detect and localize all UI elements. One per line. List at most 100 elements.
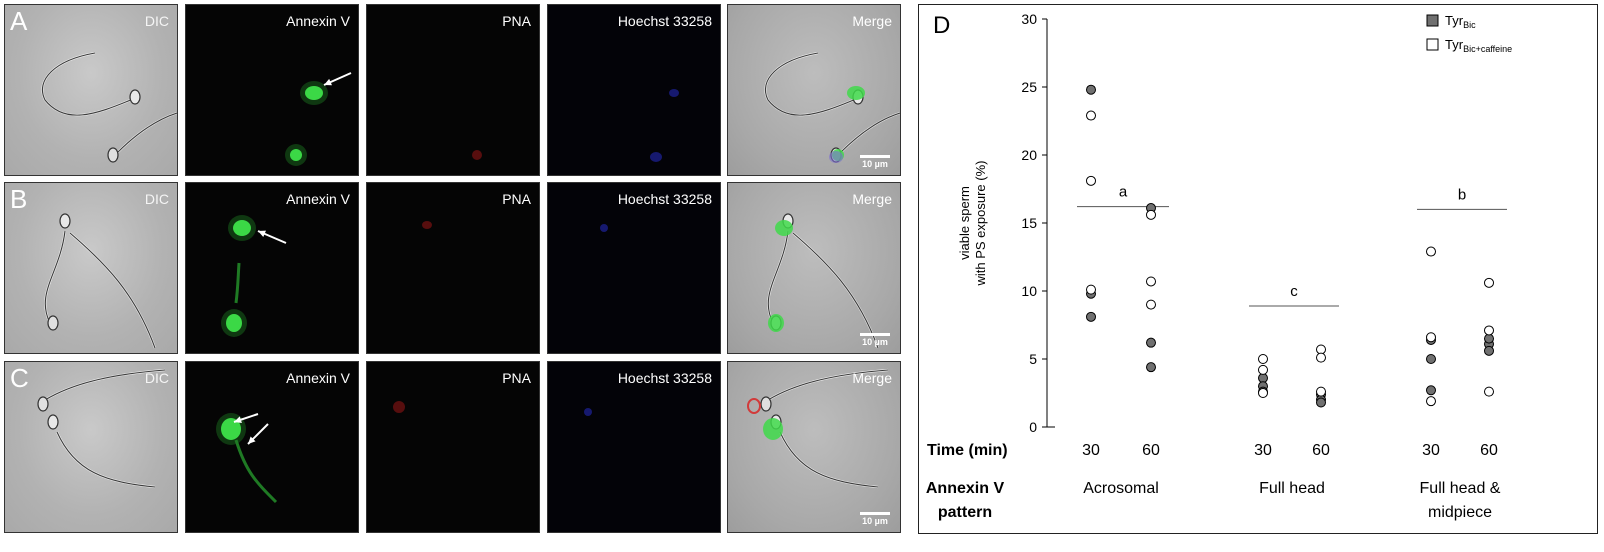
- micrograph-a-channel-1: DIC: [4, 4, 178, 176]
- y-tick-label: 25: [1021, 79, 1037, 95]
- channel-label: Annexin V: [286, 191, 350, 207]
- annexin-midpiece: [234, 439, 278, 504]
- hoechst-signal: [669, 89, 679, 97]
- micrograph-c-channel-4: Hoechst 33258: [547, 361, 721, 533]
- channel-label: Merge: [852, 13, 892, 29]
- channel-label: Hoechst 33258: [617, 13, 712, 29]
- data-point: [1426, 332, 1436, 343]
- sperm-tail: [116, 112, 177, 154]
- data-point: [1426, 385, 1436, 396]
- micrograph-image: [41, 51, 177, 163]
- micrograph-image: [422, 221, 432, 229]
- legend-entry-base: Tyr: [1445, 13, 1464, 28]
- y-tick-label: 10: [1021, 283, 1037, 299]
- sperm-tail: [41, 52, 134, 116]
- sperm-tail-highlight: [792, 232, 880, 349]
- sperm-tail: [44, 369, 166, 401]
- micrograph-image: [650, 89, 679, 162]
- y-tick-label: 30: [1021, 11, 1037, 27]
- y-axis-label-line: viable sperm: [957, 186, 972, 260]
- data-point: [1086, 311, 1096, 322]
- channel-label: DIC: [144, 13, 169, 29]
- micrograph-image: [37, 368, 166, 489]
- micrograph-a-channel-2: Annexin V: [185, 4, 359, 176]
- annexin-midpiece: [234, 262, 241, 304]
- channel-label: Hoechst 33258: [617, 370, 712, 386]
- time-tick-label: 30: [1254, 442, 1272, 459]
- micrograph-b-channel-5: Merge 10 µm: [727, 182, 901, 354]
- data-point: [1146, 276, 1156, 287]
- time-tick-label: 60: [1142, 442, 1160, 459]
- micrograph-a-channel-5: Merge 10 µm: [727, 4, 901, 176]
- channel-label: Annexin V: [286, 370, 350, 386]
- time-row-label: Time (min): [927, 442, 1008, 459]
- sperm-tail: [44, 230, 66, 324]
- panel-letter-a: A: [10, 6, 28, 36]
- sperm-head-outline: [47, 414, 59, 430]
- time-tick-label: 60: [1312, 442, 1330, 459]
- micrograph-image: [285, 72, 352, 166]
- sperm-head: [761, 397, 771, 411]
- sperm-head: [48, 316, 58, 330]
- micrograph-a-channel-4: Hoechst 33258: [547, 4, 721, 176]
- sperm-tail-highlight: [778, 431, 879, 489]
- legend-entry: TyrBic: [1445, 13, 1476, 30]
- data-point: [1086, 175, 1096, 186]
- annexin-signal: [768, 314, 784, 332]
- group-label: Full head: [1259, 480, 1325, 497]
- data-point: [1426, 396, 1436, 407]
- pattern-row-label: pattern: [938, 504, 992, 521]
- sperm-head: [48, 415, 58, 429]
- group-label: Acrosomal: [1083, 480, 1159, 497]
- y-tick-label: 5: [1029, 351, 1037, 367]
- data-point: [1146, 337, 1156, 348]
- micrograph-c-channel-3: PNA: [366, 361, 540, 533]
- legend-entry: TyrBic+caffeine: [1445, 37, 1512, 54]
- channel-label: Hoechst 33258: [617, 191, 712, 207]
- data-point: [1146, 299, 1156, 310]
- scale-bar: 10 µm: [860, 333, 890, 347]
- micrograph-b-channel-1: DIC: [4, 182, 178, 354]
- sperm-head: [108, 148, 118, 162]
- hoechst-signal: [600, 224, 608, 232]
- y-tick-label: 15: [1021, 215, 1037, 231]
- sperm-head: [38, 397, 48, 411]
- data-point: [1086, 110, 1096, 121]
- channel-label: PNA: [502, 191, 531, 207]
- micrograph-image: [472, 150, 482, 160]
- time-tick-label: 30: [1082, 442, 1100, 459]
- micrograph-b-channel-2: Annexin V: [185, 182, 359, 354]
- channel-label: Annexin V: [286, 13, 350, 29]
- data-point: [1086, 84, 1096, 95]
- data-point: [1258, 388, 1268, 398]
- sperm-head-outline: [760, 396, 772, 412]
- channel-label: DIC: [144, 191, 169, 207]
- legend-entry-subscript: Bic: [1463, 20, 1476, 30]
- y-axis-label-line: with PS exposure (%): [973, 161, 988, 287]
- micrograph-image: [393, 401, 405, 413]
- sperm-tail: [767, 230, 789, 324]
- sperm-head-outline: [107, 147, 119, 163]
- sperm-tail: [69, 232, 156, 349]
- panel-letter-c: C: [10, 363, 29, 393]
- pna-signal: [472, 150, 482, 160]
- micrograph-b-channel-4: Hoechst 33258: [547, 182, 721, 354]
- sperm-head: [130, 90, 140, 104]
- micrograph-image: [44, 213, 157, 349]
- sperm-tail: [767, 369, 889, 401]
- scale-bar-line: [860, 512, 890, 515]
- sperm-tail-highlight: [69, 232, 157, 349]
- arrow-head-icon: [234, 416, 242, 424]
- data-point: [1316, 352, 1326, 363]
- channel-label: PNA: [502, 13, 531, 29]
- scale-bar-label: 10 µm: [862, 516, 888, 526]
- scale-bar-line: [860, 155, 890, 158]
- sperm-tail: [764, 52, 857, 116]
- data-point: [1484, 386, 1494, 397]
- annexin-signal: [290, 149, 302, 161]
- annexin-signal: [847, 86, 865, 100]
- micrograph-c-channel-1: DIC: [4, 361, 178, 533]
- pna-signal: [393, 401, 405, 413]
- micrograph-grid: DIC A Annexin V PNA Hoechst 33258 Merge 10 µm D…: [4, 4, 901, 533]
- sperm-tail: [839, 112, 900, 154]
